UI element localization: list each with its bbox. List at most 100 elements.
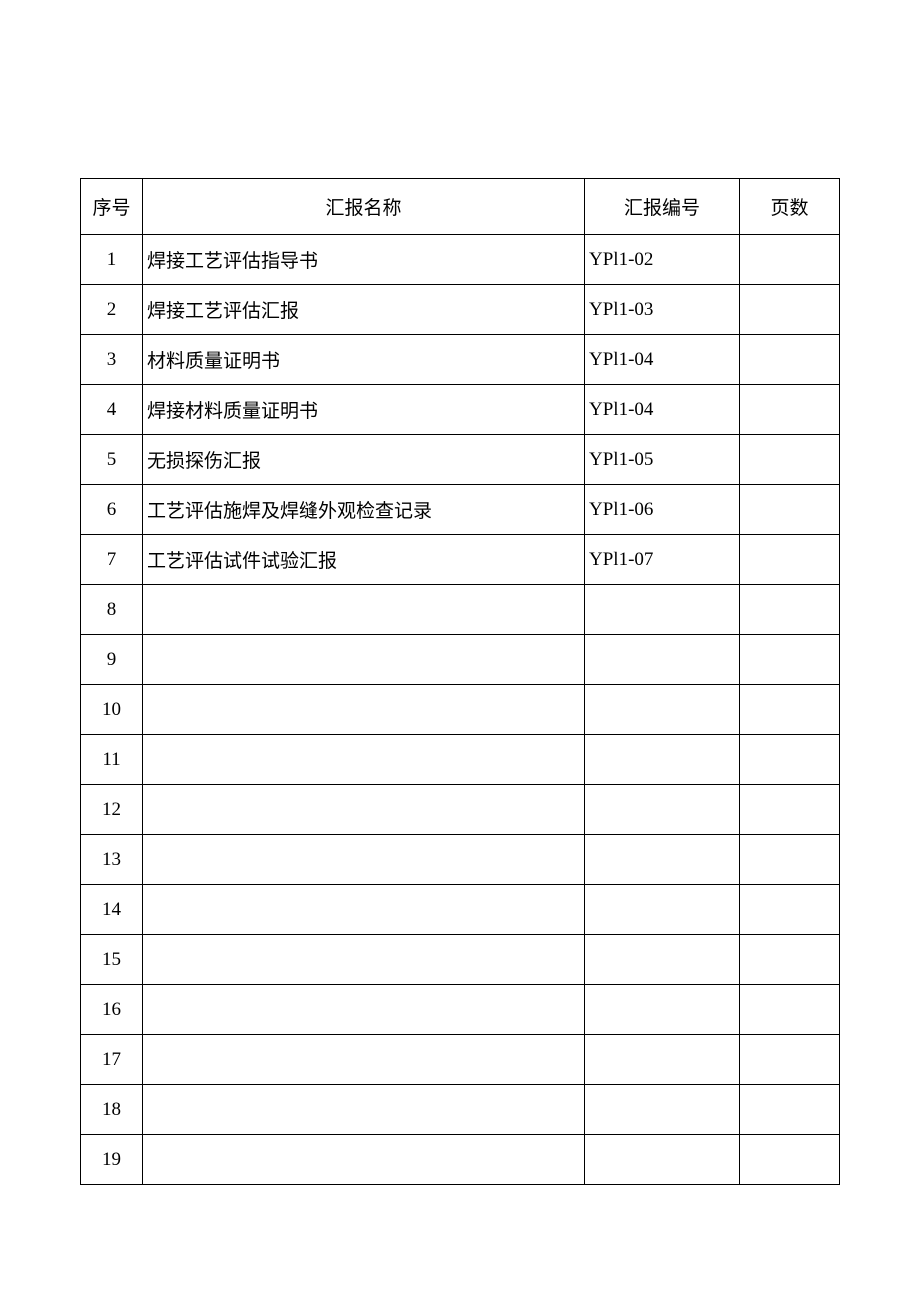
table-row: 7 工艺评估试件试验汇报 YPl1-07 — [81, 535, 840, 585]
table-row: 15 — [81, 935, 840, 985]
table-row: 10 — [81, 685, 840, 735]
cell-page — [740, 685, 840, 735]
cell-page — [740, 235, 840, 285]
table-row: 14 — [81, 885, 840, 935]
cell-name: 无损探伤汇报 — [143, 435, 585, 485]
cell-page — [740, 985, 840, 1035]
cell-seq: 5 — [81, 435, 143, 485]
header-seq: 序号 — [81, 179, 143, 235]
cell-seq: 6 — [81, 485, 143, 535]
cell-seq: 3 — [81, 335, 143, 385]
cell-seq: 14 — [81, 885, 143, 935]
table-header-row: 序号 汇报名称 汇报编号 页数 — [81, 179, 840, 235]
cell-seq: 15 — [81, 935, 143, 985]
cell-seq: 8 — [81, 585, 143, 635]
cell-name — [143, 635, 585, 685]
cell-page — [740, 635, 840, 685]
cell-name — [143, 1085, 585, 1135]
cell-seq: 12 — [81, 785, 143, 835]
cell-seq: 10 — [81, 685, 143, 735]
cell-seq: 11 — [81, 735, 143, 785]
cell-page — [740, 735, 840, 785]
cell-name — [143, 885, 585, 935]
cell-seq: 17 — [81, 1035, 143, 1085]
cell-name: 焊接材料质量证明书 — [143, 385, 585, 435]
table-row: 4 焊接材料质量证明书 YPl1-04 — [81, 385, 840, 435]
cell-name — [143, 935, 585, 985]
cell-name — [143, 1135, 585, 1185]
header-code: 汇报编号 — [585, 179, 740, 235]
cell-code — [585, 1035, 740, 1085]
cell-name: 工艺评估试件试验汇报 — [143, 535, 585, 585]
cell-code: YPl1-05 — [585, 435, 740, 485]
cell-name: 材料质量证明书 — [143, 335, 585, 385]
cell-code — [585, 685, 740, 735]
header-name: 汇报名称 — [143, 179, 585, 235]
cell-name — [143, 685, 585, 735]
cell-code: YPl1-04 — [585, 385, 740, 435]
table-row: 13 — [81, 835, 840, 885]
table-row: 5 无损探伤汇报 YPl1-05 — [81, 435, 840, 485]
cell-name — [143, 835, 585, 885]
cell-seq: 7 — [81, 535, 143, 585]
cell-seq: 13 — [81, 835, 143, 885]
cell-page — [740, 485, 840, 535]
cell-seq: 1 — [81, 235, 143, 285]
report-table: 序号 汇报名称 汇报编号 页数 1 焊接工艺评估指导书 YPl1-02 2 焊接… — [80, 178, 840, 1185]
cell-name: 焊接工艺评估汇报 — [143, 285, 585, 335]
cell-code — [585, 1135, 740, 1185]
table-row: 12 — [81, 785, 840, 835]
cell-name — [143, 585, 585, 635]
header-page: 页数 — [740, 179, 840, 235]
cell-seq: 19 — [81, 1135, 143, 1185]
cell-page — [740, 885, 840, 935]
table-row: 18 — [81, 1085, 840, 1135]
cell-page — [740, 385, 840, 435]
cell-seq: 16 — [81, 985, 143, 1035]
cell-code — [585, 585, 740, 635]
cell-page — [740, 335, 840, 385]
cell-page — [740, 1035, 840, 1085]
cell-page — [740, 535, 840, 585]
table-row: 9 — [81, 635, 840, 685]
cell-code — [585, 1085, 740, 1135]
cell-code: YPl1-04 — [585, 335, 740, 385]
cell-page — [740, 835, 840, 885]
cell-name — [143, 785, 585, 835]
table-row: 19 — [81, 1135, 840, 1185]
cell-seq: 2 — [81, 285, 143, 335]
table-row: 8 — [81, 585, 840, 635]
table-row: 17 — [81, 1035, 840, 1085]
cell-code — [585, 735, 740, 785]
cell-code: YPl1-07 — [585, 535, 740, 585]
cell-page — [740, 435, 840, 485]
cell-page — [740, 785, 840, 835]
cell-page — [740, 585, 840, 635]
cell-code — [585, 835, 740, 885]
table-row: 1 焊接工艺评估指导书 YPl1-02 — [81, 235, 840, 285]
cell-code: YPl1-06 — [585, 485, 740, 535]
cell-code: YPl1-03 — [585, 285, 740, 335]
table-row: 3 材料质量证明书 YPl1-04 — [81, 335, 840, 385]
cell-seq: 4 — [81, 385, 143, 435]
cell-page — [740, 935, 840, 985]
table-row: 2 焊接工艺评估汇报 YPl1-03 — [81, 285, 840, 335]
table-row: 16 — [81, 985, 840, 1035]
cell-page — [740, 285, 840, 335]
cell-code — [585, 635, 740, 685]
cell-page — [740, 1085, 840, 1135]
cell-name — [143, 1035, 585, 1085]
cell-name: 工艺评估施焊及焊缝外观检查记录 — [143, 485, 585, 535]
cell-name — [143, 985, 585, 1035]
table-row: 11 — [81, 735, 840, 785]
cell-code — [585, 985, 740, 1035]
cell-page — [740, 1135, 840, 1185]
cell-name: 焊接工艺评估指导书 — [143, 235, 585, 285]
cell-code — [585, 885, 740, 935]
cell-seq: 9 — [81, 635, 143, 685]
cell-code — [585, 785, 740, 835]
cell-code: YPl1-02 — [585, 235, 740, 285]
table-row: 6 工艺评估施焊及焊缝外观检查记录 YPl1-06 — [81, 485, 840, 535]
cell-code — [585, 935, 740, 985]
cell-name — [143, 735, 585, 785]
